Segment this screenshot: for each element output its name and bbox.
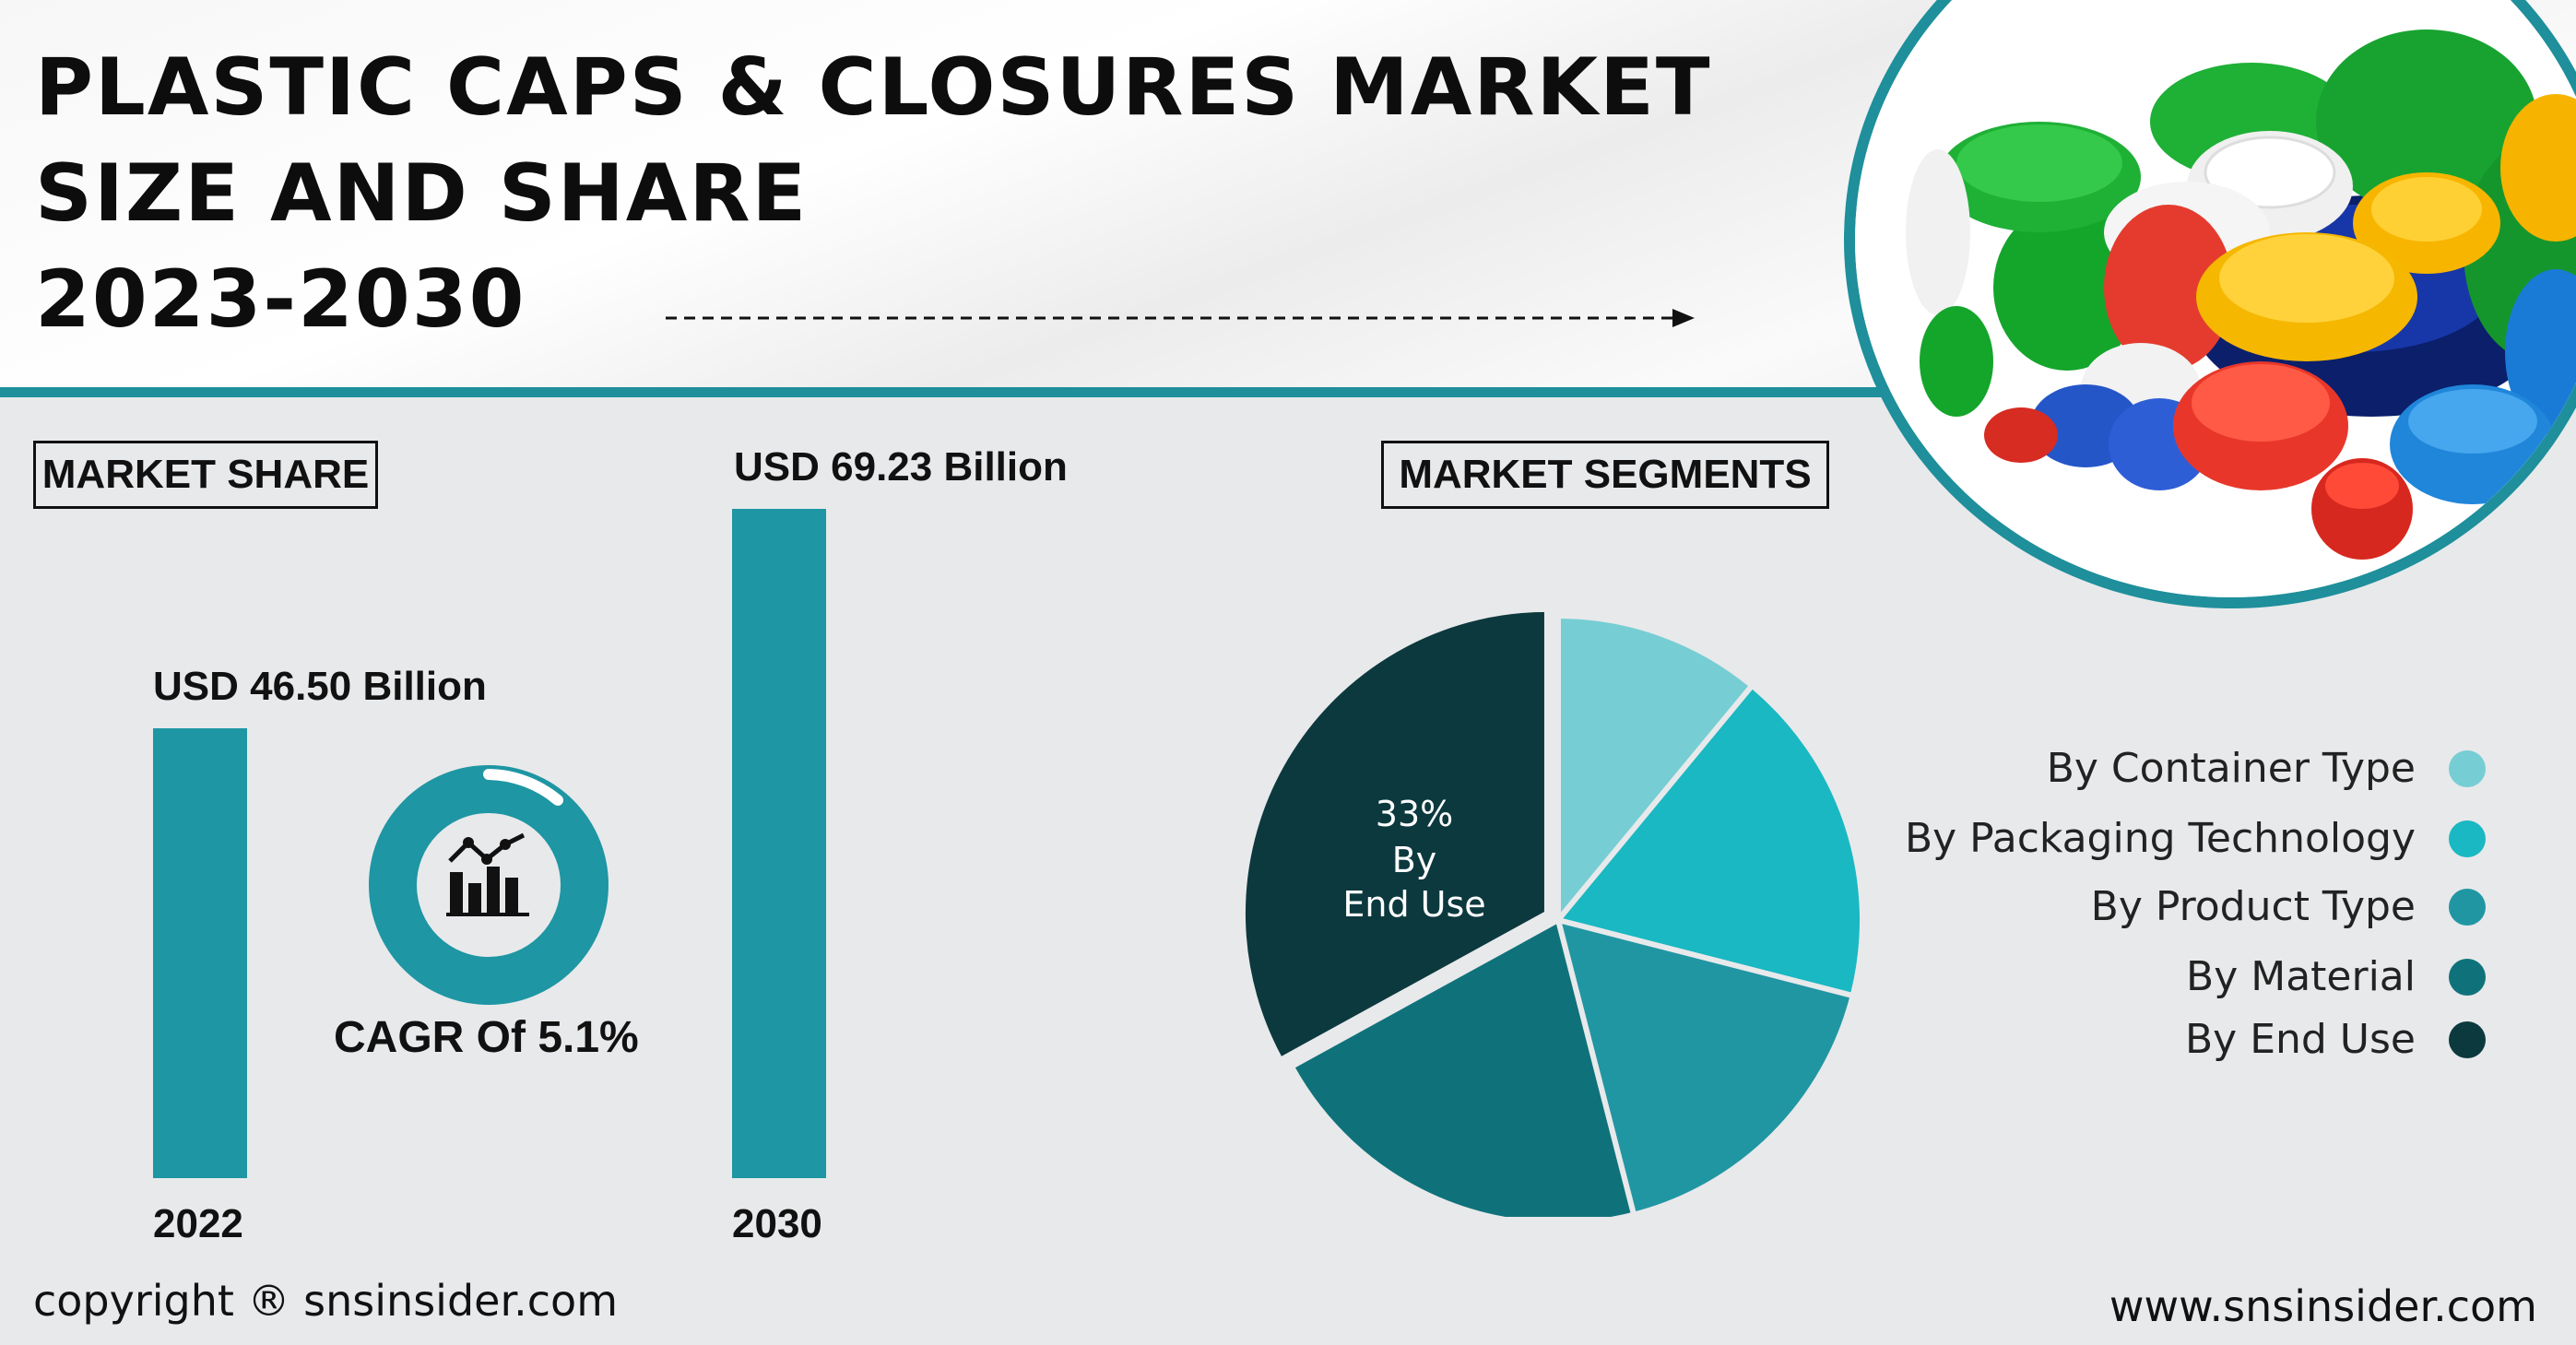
title-line-2: SIZE AND SHARE [35, 147, 809, 240]
cagr-ring [369, 765, 609, 1005]
legend-dot [2449, 889, 2486, 926]
segments-pie-chart: 33% By End Use [1239, 606, 1865, 1217]
dashed-arrow-icon [666, 309, 1695, 327]
copyright-text: copyright ® snsinsider.com [33, 1276, 619, 1326]
chart-trend-icon [446, 832, 529, 916]
pie-highlight-by: By [1392, 840, 1437, 880]
bar-2030 [732, 509, 826, 1178]
legend-label: By Material [2186, 953, 2416, 1000]
year-label-2030: 2030 [732, 1201, 822, 1246]
header-divider [0, 387, 1973, 397]
legend-item: By Container Type [1377, 741, 2576, 796]
bar-value-label-2030: USD 69.23 Billion [734, 444, 1068, 490]
legend-dot [2449, 820, 2486, 857]
legend-item: By End Use [1377, 1012, 2576, 1068]
pie-highlight-percent: 33% [1376, 794, 1453, 834]
pie-slice-by-material [1287, 915, 1637, 1217]
legend-item: By Packaging Technology [1377, 811, 2576, 867]
legend-label: By Container Type [2046, 745, 2416, 792]
legend-label: By Packaging Technology [1904, 815, 2416, 862]
plastic-caps-photo [1844, 0, 2576, 608]
legend-dot [2449, 750, 2486, 787]
legend-label: By Product Type [2090, 883, 2416, 930]
website-link[interactable]: www.snsinsider.com [2109, 1281, 2537, 1331]
legend-label: By End Use [2184, 1016, 2416, 1063]
year-label-2022: 2022 [153, 1201, 243, 1246]
cagr-text: CAGR Of 5.1% [334, 1013, 639, 1062]
bar-2022 [153, 728, 247, 1178]
market-share-label: MARKET SHARE [33, 441, 378, 509]
pie-highlight-segment: End Use [1342, 884, 1485, 925]
legend-item: By Product Type [1377, 879, 2576, 935]
pie-slice-by-container-type [1555, 612, 1756, 928]
page-title: PLASTIC CAPS & CLOSURES MARKET SIZE AND … [35, 35, 1712, 353]
title-line-1: PLASTIC CAPS & CLOSURES MARKET [35, 41, 1712, 134]
market-segments-label: MARKET SEGMENTS [1381, 441, 1829, 509]
legend-dot [2449, 959, 2486, 996]
title-line-3: 2023-2030 [35, 254, 526, 346]
bar-value-label-2022: USD 46.50 Billion [153, 664, 487, 709]
pie-slice-by-packaging-technology [1553, 681, 1865, 999]
legend-dot [2449, 1021, 2486, 1058]
pie-slice-by-end-use [1239, 606, 1550, 1064]
legend-item: By Material [1377, 950, 2576, 1005]
pie-slice-by-product-type [1554, 915, 1857, 1217]
